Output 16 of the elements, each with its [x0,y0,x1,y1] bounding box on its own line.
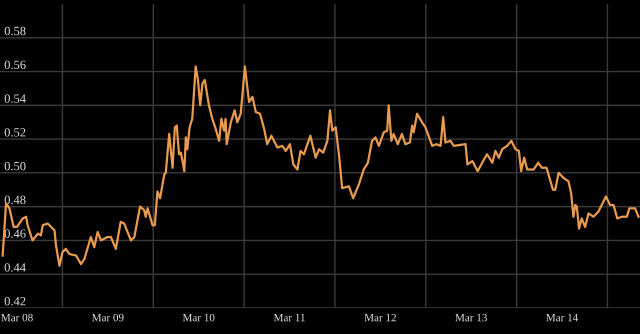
y-tick-label: 0.46 [4,229,26,238]
y-tick-label: 0.42 [4,296,26,306]
y-tick-label: 0.44 [4,263,26,272]
x-tick-label: Mar 08 [1,314,33,322]
x-tick-label: Mar 13 [455,314,487,322]
y-tick-label: 0.58 [4,26,26,36]
y-tick-label: 0.52 [4,128,26,137]
y-tick-label: 0.56 [4,60,26,70]
x-tick-label: Mar 12 [364,314,396,322]
x-tick-label: Mar 09 [92,314,124,322]
x-tick-label: Mar 10 [182,314,214,322]
x-tick-label: Mar 14 [546,314,578,322]
y-tick-label: 0.50 [4,162,26,170]
x-tick-label: Mar 11 [274,314,305,322]
y-tick-label: 0.48 [4,196,26,204]
y-tick-label: 0.54 [4,94,26,103]
